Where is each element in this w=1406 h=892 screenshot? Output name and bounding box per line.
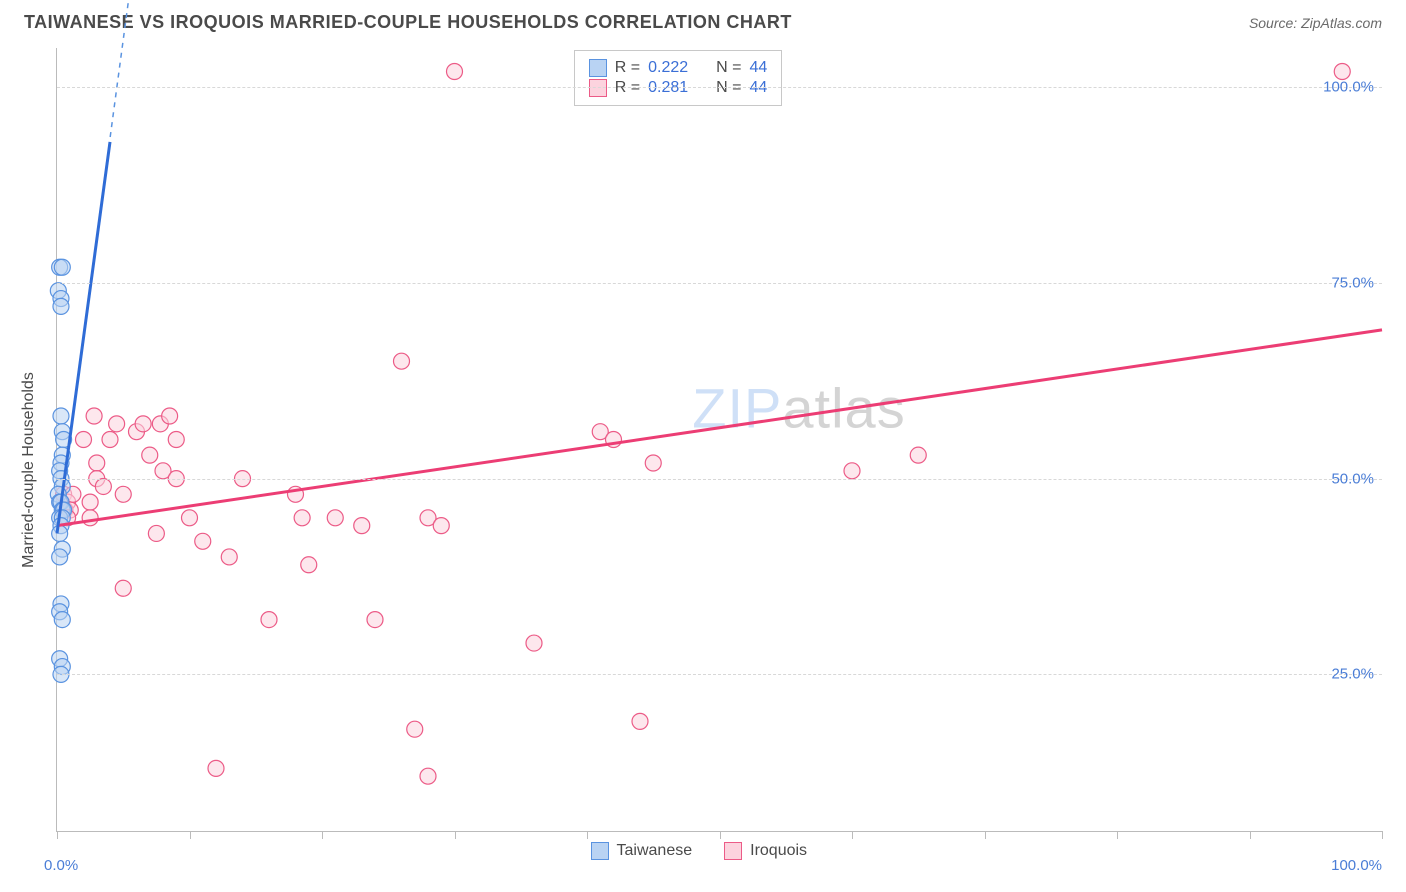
scatter-point bbox=[1334, 63, 1350, 79]
x-tick bbox=[322, 831, 323, 839]
scatter-point bbox=[142, 447, 158, 463]
scatter-point bbox=[447, 63, 463, 79]
scatter-point bbox=[89, 455, 105, 471]
x-axis-min-label: 0.0% bbox=[44, 857, 78, 874]
scatter-point bbox=[327, 510, 343, 526]
legend-stat-row: R = 0.222 N = 44 bbox=[589, 59, 768, 77]
scatter-point bbox=[102, 432, 118, 448]
scatter-point bbox=[526, 635, 542, 651]
scatter-point bbox=[82, 494, 98, 510]
scatter-point bbox=[632, 713, 648, 729]
scatter-point bbox=[195, 533, 211, 549]
x-tick bbox=[985, 831, 986, 839]
chart-plot-area: ZIPatlas R = 0.222N = 44R = 0.281N = 44 … bbox=[56, 48, 1382, 832]
gridline-h bbox=[57, 283, 1382, 284]
scatter-point bbox=[54, 259, 70, 275]
legend-swatch bbox=[591, 842, 609, 860]
scatter-point bbox=[645, 455, 661, 471]
scatter-point bbox=[135, 416, 151, 432]
scatter-point bbox=[115, 486, 131, 502]
scatter-point bbox=[82, 510, 98, 526]
legend-swatch bbox=[589, 59, 607, 77]
source-name: ZipAtlas.com bbox=[1301, 15, 1382, 31]
legend-swatch bbox=[724, 842, 742, 860]
scatter-point bbox=[910, 447, 926, 463]
scatter-point bbox=[208, 760, 224, 776]
scatter-point bbox=[433, 518, 449, 534]
trend-line bbox=[57, 330, 1382, 526]
r-value: 0.222 bbox=[648, 59, 688, 77]
scatter-point bbox=[115, 580, 131, 596]
x-tick bbox=[720, 831, 721, 839]
source-prefix: Source: bbox=[1249, 15, 1301, 31]
scatter-point bbox=[109, 416, 125, 432]
scatter-point bbox=[54, 612, 70, 628]
scatter-point bbox=[53, 408, 69, 424]
scatter-point bbox=[148, 525, 164, 541]
x-tick bbox=[587, 831, 588, 839]
series-legend: Taiwanese Iroquois bbox=[591, 842, 808, 860]
scatter-point bbox=[168, 432, 184, 448]
scatter-point bbox=[294, 510, 310, 526]
scatter-point bbox=[301, 557, 317, 573]
scatter-point bbox=[52, 525, 68, 541]
legend-label: Iroquois bbox=[750, 842, 807, 860]
x-axis-max-label: 100.0% bbox=[1331, 857, 1382, 874]
gridline-h bbox=[57, 674, 1382, 675]
scatter-point bbox=[407, 721, 423, 737]
legend-label: Taiwanese bbox=[617, 842, 693, 860]
scatter-point bbox=[53, 298, 69, 314]
x-tick bbox=[57, 831, 58, 839]
y-axis-title: Married-couple Households bbox=[20, 372, 38, 568]
scatter-point bbox=[367, 612, 383, 628]
scatter-point bbox=[52, 549, 68, 565]
scatter-point bbox=[221, 549, 237, 565]
scatter-point bbox=[844, 463, 860, 479]
y-tick-label: 50.0% bbox=[1331, 470, 1374, 487]
chart-title: TAIWANESE VS IROQUOIS MARRIED-COUPLE HOU… bbox=[24, 12, 792, 33]
x-tick bbox=[190, 831, 191, 839]
y-tick-label: 75.0% bbox=[1331, 274, 1374, 291]
scatter-point bbox=[95, 478, 111, 494]
y-tick-label: 100.0% bbox=[1323, 79, 1374, 96]
x-tick bbox=[1382, 831, 1383, 839]
n-value: 44 bbox=[749, 59, 767, 77]
scatter-point bbox=[394, 353, 410, 369]
scatter-point bbox=[76, 432, 92, 448]
legend-entry: Taiwanese bbox=[591, 842, 693, 860]
n-label: N = bbox=[716, 59, 741, 77]
x-tick bbox=[1117, 831, 1118, 839]
scatter-point bbox=[420, 768, 436, 784]
gridline-h bbox=[57, 87, 1382, 88]
scatter-point bbox=[162, 408, 178, 424]
scatter-point bbox=[182, 510, 198, 526]
gridline-h bbox=[57, 479, 1382, 480]
scatter-point bbox=[261, 612, 277, 628]
scatter-point bbox=[86, 408, 102, 424]
source-label: Source: ZipAtlas.com bbox=[1249, 15, 1382, 31]
x-tick bbox=[852, 831, 853, 839]
scatter-svg bbox=[57, 48, 1382, 831]
scatter-point bbox=[354, 518, 370, 534]
correlation-legend: R = 0.222N = 44R = 0.281N = 44 bbox=[574, 50, 783, 106]
y-tick-label: 25.0% bbox=[1331, 666, 1374, 683]
r-label: R = bbox=[615, 59, 640, 77]
x-tick bbox=[1250, 831, 1251, 839]
legend-entry: Iroquois bbox=[724, 842, 807, 860]
x-tick bbox=[455, 831, 456, 839]
